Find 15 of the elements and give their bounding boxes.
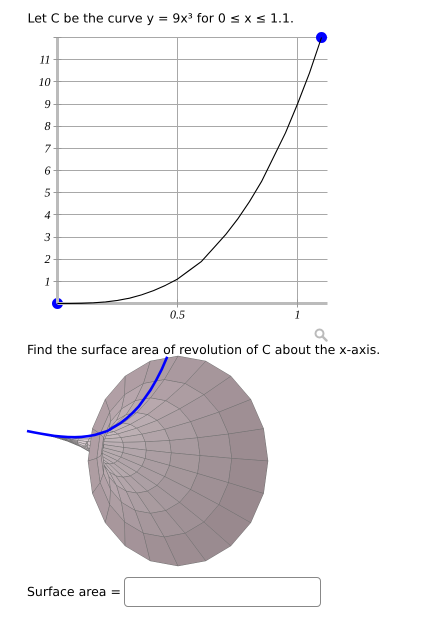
y-tick-label: 5	[44, 186, 50, 200]
x-tick-label: 0.5	[170, 308, 185, 322]
y-tick-label: 1	[44, 274, 50, 288]
y-tick-label: 2	[44, 252, 50, 266]
y-tick-label: 6	[44, 164, 50, 178]
y-tick-label: 4	[44, 208, 50, 222]
text: Find the surface area of revolution of C about the x-axis.	[27, 342, 380, 357]
chart-title: Let C be the curve y = 9x³ for 0 ≤ x ≤ 1.1.	[28, 10, 294, 26]
text: Surface area =	[27, 584, 121, 599]
y-tick-label: 11	[39, 52, 50, 67]
y-tick-label: 10	[38, 74, 50, 89]
y-tick-label: 8	[44, 119, 50, 134]
y-tick-label: 9	[44, 97, 50, 111]
y-tick-label: 7	[44, 141, 52, 156]
y-tick-label: 3	[44, 230, 50, 244]
